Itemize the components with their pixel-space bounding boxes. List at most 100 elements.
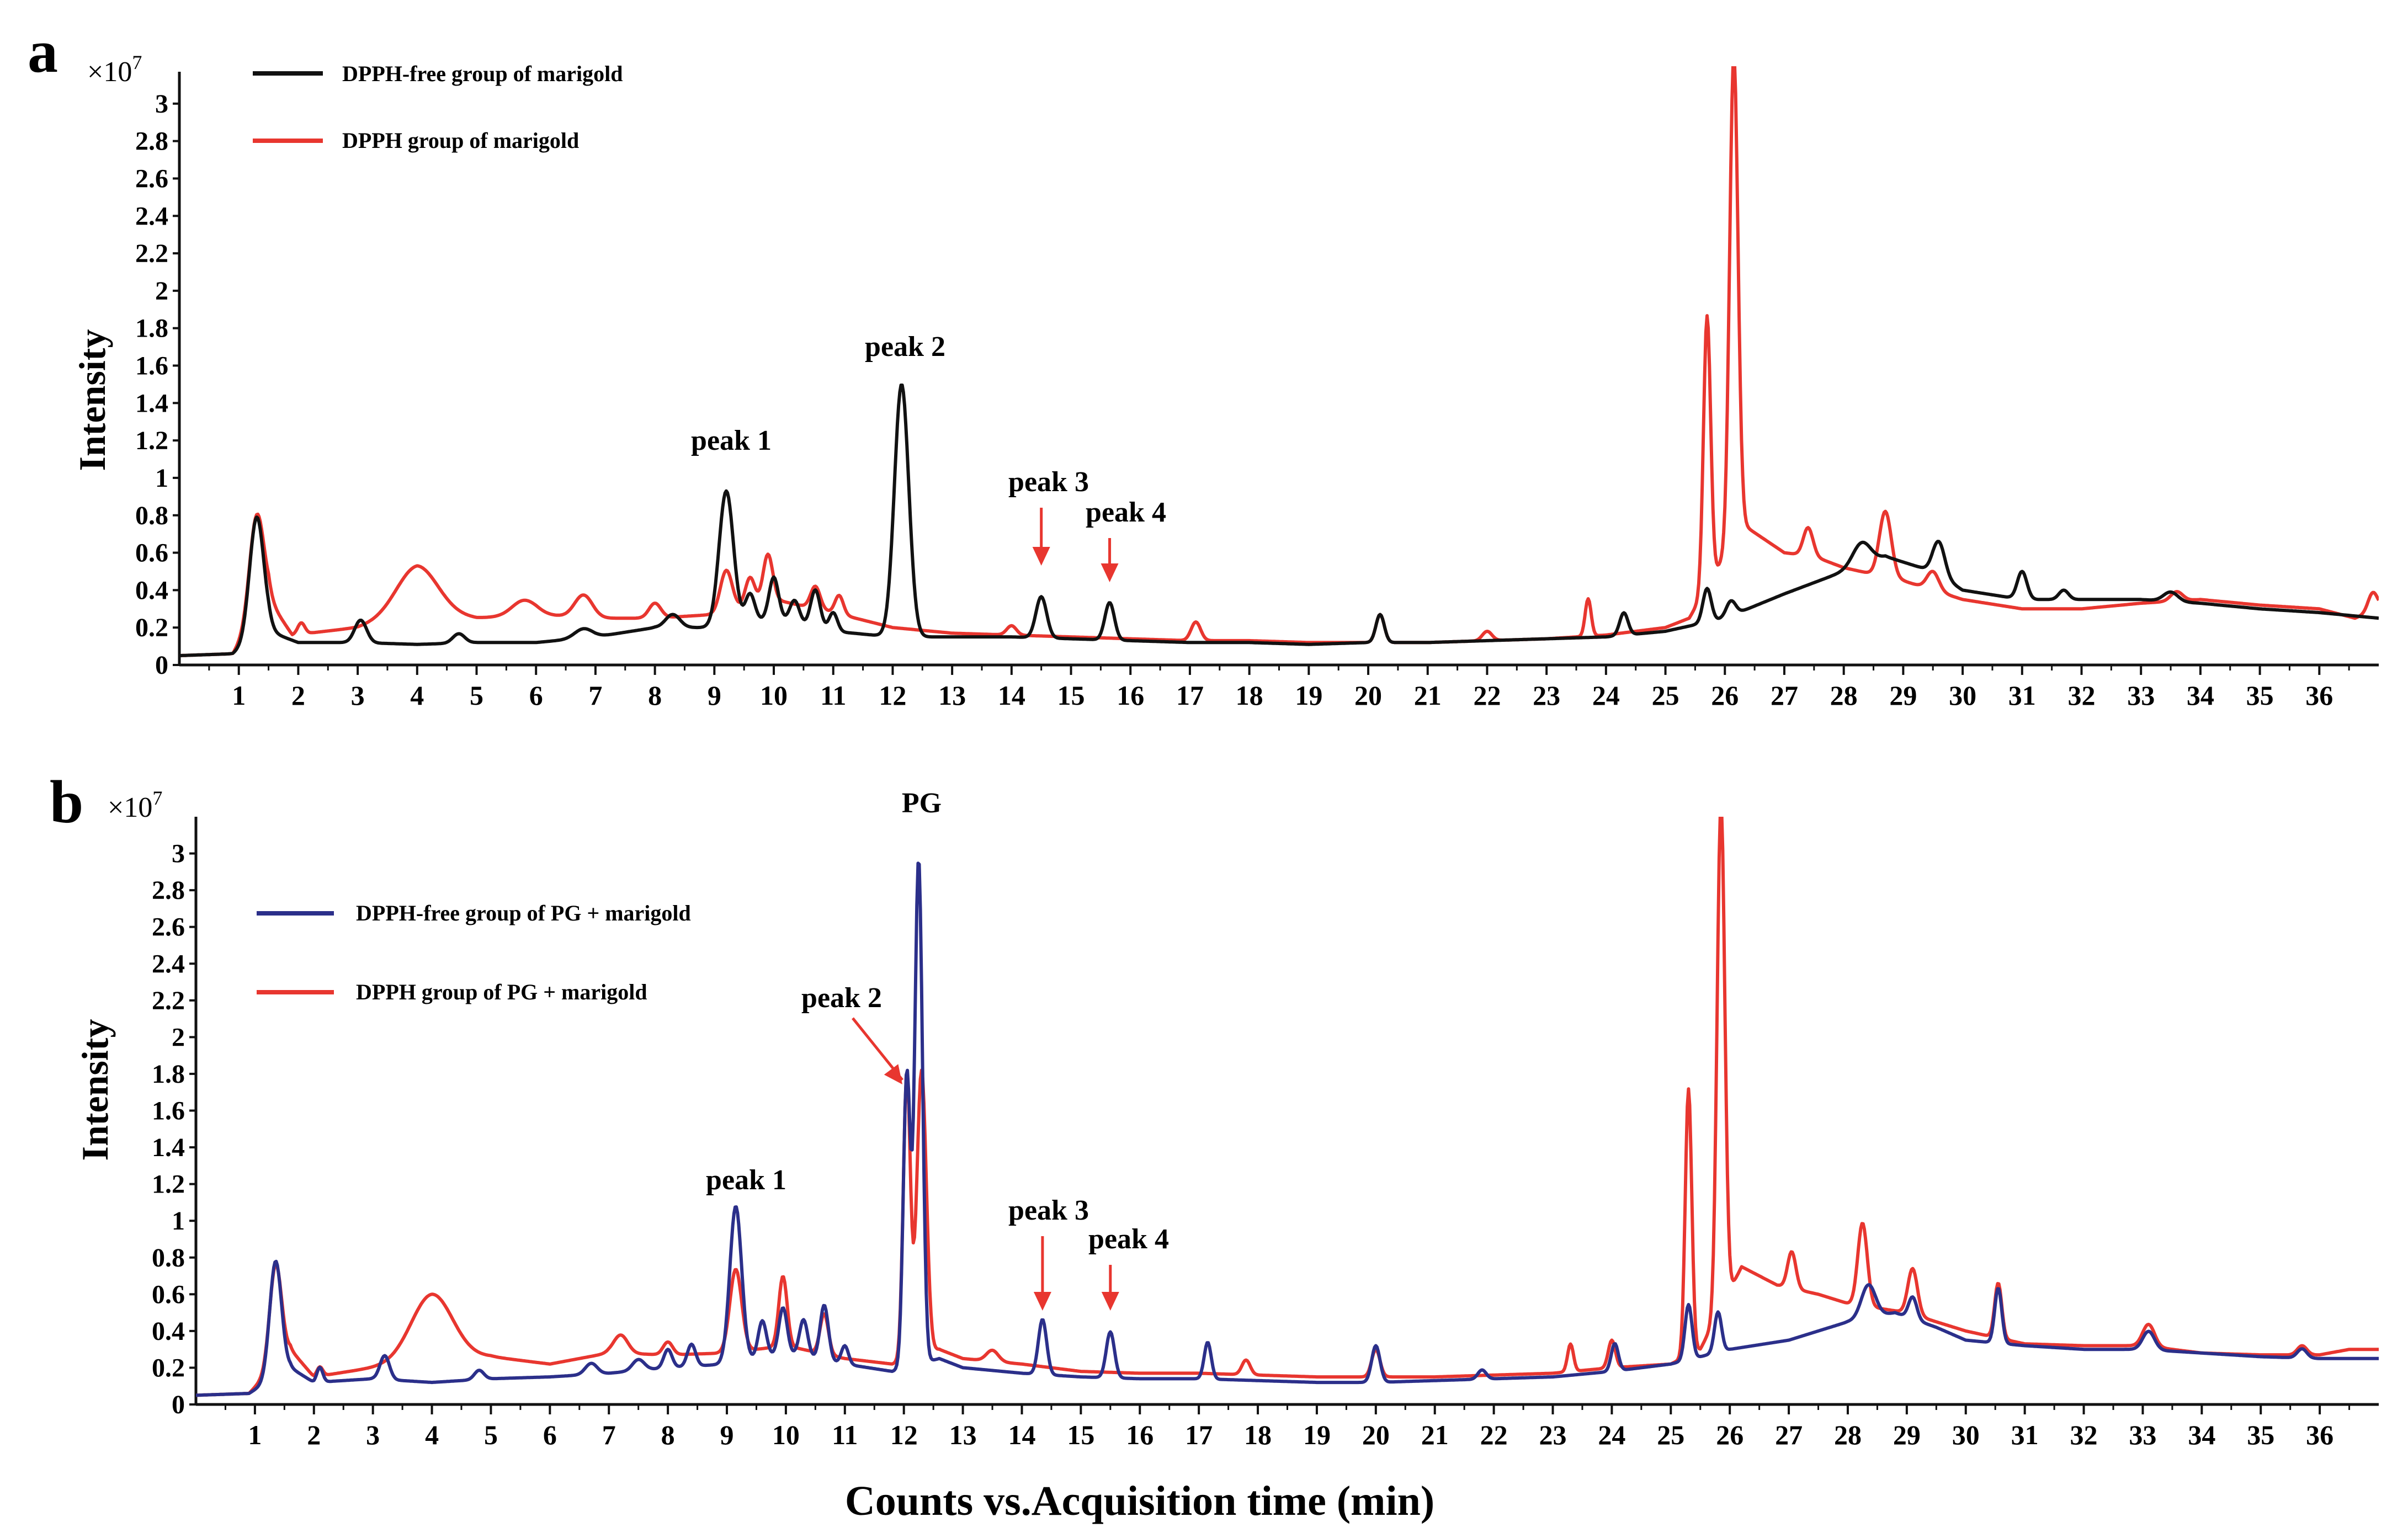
y-tick-label: 0.8 [152, 1243, 185, 1273]
x-tick-label: 9 [708, 680, 721, 711]
x-tick-label: 27 [1775, 1419, 1803, 1450]
x-tick-label: 18 [1244, 1419, 1272, 1450]
peak-arrow-head [1101, 1292, 1119, 1311]
x-tick-label: 17 [1185, 1419, 1213, 1450]
peak-label: peak 4 [1086, 497, 1166, 528]
x-tick-label: 29 [1889, 680, 1917, 711]
peak-label: peak 4 [1088, 1223, 1169, 1255]
y-tick-label: 2.6 [152, 913, 185, 942]
legend-label-dpph-free-marigold: DPPH-free group of marigold [342, 61, 623, 86]
x-tick-label: 22 [1473, 680, 1501, 711]
x-tick-label: 14 [1008, 1419, 1035, 1450]
series-line-dpph-free-marigold [179, 384, 2379, 657]
x-tick-label: 12 [879, 680, 906, 711]
y-scale-factor-b: ×107 [108, 787, 162, 823]
x-tick-label: 24 [1598, 1419, 1625, 1450]
x-tick-label: 7 [602, 1419, 616, 1450]
y-tick-label: 2.2 [152, 986, 185, 1015]
x-tick-label: 2 [291, 680, 305, 711]
y-tick-label: 0.6 [152, 1280, 185, 1309]
x-tick-label: 36 [2306, 1419, 2333, 1450]
x-tick-label: 5 [484, 1419, 498, 1450]
peak-arrow-head [1032, 547, 1050, 566]
y-axis-ticks-b: 0 0.2 0.4 0.6 0.8 1 1.2 1.4 1.6 1.8 2 2.2 2.4 2.6 2.8 3 [152, 839, 196, 1419]
legend-label-dpph-pg-marigold: DPPH group of PG + marigold [356, 980, 647, 1004]
x-tick-label: 11 [832, 1419, 858, 1450]
y-scale-base-a: ×10 [87, 56, 132, 88]
x-tick-label: 25 [1652, 680, 1679, 711]
y-scale-base-b: ×10 [108, 792, 152, 823]
y-tick-label: 0.2 [152, 1353, 185, 1382]
y-tick-label: 0.2 [135, 613, 168, 642]
y-tick-label: 0.6 [135, 539, 168, 568]
x-tick-label: 9 [720, 1419, 734, 1450]
y-tick-label: 0 [155, 651, 168, 680]
x-tick-label: 3 [366, 1419, 380, 1450]
y-tick-label: 2 [155, 276, 168, 306]
x-tick-label: 26 [1716, 1419, 1743, 1450]
x-tick-label: 32 [2070, 1419, 2098, 1450]
y-axis-ticks-a: 0 0.2 0.4 0.6 0.8 1 1.2 1.4 1.6 1.8 2 2.2 2.4 2.6 2.8 3 [135, 89, 179, 680]
y-tick-label: 1 [155, 464, 168, 493]
y-tick-label: 0.4 [135, 576, 168, 605]
x-tick-label: 5 [470, 680, 483, 711]
x-tick-label: 34 [2188, 1419, 2215, 1450]
x-tick-label: 30 [1952, 1419, 1980, 1450]
x-tick-label: 6 [529, 680, 543, 711]
panel-letter-b: b [50, 768, 83, 835]
y-tick-label: 2.8 [135, 127, 168, 156]
x-tick-label: 25 [1657, 1419, 1684, 1450]
peak-arrow-head [1101, 563, 1119, 582]
x-tick-label: 31 [2008, 680, 2036, 711]
x-tick-label: 10 [772, 1419, 800, 1450]
x-tick-label: 1 [248, 1419, 262, 1450]
y-tick-label: 1.4 [152, 1133, 185, 1162]
y-tick-label: 1.6 [135, 352, 168, 381]
x-tick-label: 26 [1711, 680, 1739, 711]
chromatogram-panel-b: b ×107 Intensity 00.20.40.60.811.21.41.6… [50, 768, 2379, 1450]
series-line-dpph-marigold [179, 66, 2379, 657]
y-tick-label: 0 [172, 1390, 185, 1419]
x-tick-label: 34 [2187, 680, 2214, 711]
y-tick-label: 1.4 [135, 389, 168, 418]
x-tick-label: 4 [425, 1419, 439, 1450]
x-tick-label: 33 [2129, 1419, 2156, 1450]
y-tick-label: 1.8 [152, 1060, 185, 1089]
x-tick-label: 30 [1949, 680, 1976, 711]
x-tick-label: 7 [588, 680, 602, 711]
x-tick-label: 27 [1771, 680, 1798, 711]
peak-label: peak 1 [706, 1164, 786, 1196]
y-tick-label: 3 [172, 839, 185, 869]
x-tick-label: 6 [543, 1419, 557, 1450]
x-tick-label: 3 [351, 680, 365, 711]
y-tick-label: 1 [172, 1206, 185, 1236]
y-tick-label: 2.4 [152, 949, 185, 978]
x-tick-label: 16 [1126, 1419, 1153, 1450]
x-axis-title: Counts vs.Acquisition time (min) [845, 1478, 1434, 1524]
y-tick-label: 1.8 [135, 314, 168, 343]
x-tick-label: 35 [2246, 680, 2274, 711]
peak-label: PG [902, 787, 942, 819]
x-tick-label: 28 [1834, 1419, 1862, 1450]
x-tick-label: 2 [307, 1419, 321, 1450]
y-tick-label: 2 [172, 1023, 185, 1052]
series-line-dpph-free-pg-marigold [196, 861, 2379, 1397]
legend-label-dpph-marigold: DPPH group of marigold [342, 128, 579, 153]
peak-label: peak 3 [1008, 1195, 1089, 1226]
y-axis-label-b: Intensity [74, 1019, 116, 1161]
x-tick-label: 20 [1362, 1419, 1390, 1450]
x-tick-label: 23 [1533, 680, 1560, 711]
y-tick-label: 1.6 [152, 1097, 185, 1126]
x-tick-label: 28 [1830, 680, 1858, 711]
x-tick-label: 17 [1176, 680, 1204, 711]
x-tick-label: 19 [1295, 680, 1322, 711]
x-tick-label: 23 [1539, 1419, 1567, 1450]
x-tick-label: 14 [998, 680, 1025, 711]
x-tick-label: 20 [1354, 680, 1382, 711]
x-tick-label: 33 [2127, 680, 2155, 711]
x-tick-label: 21 [1414, 680, 1442, 711]
x-tick-label: 10 [760, 680, 788, 711]
x-tick-label: 29 [1893, 1419, 1921, 1450]
y-tick-label: 2.2 [135, 239, 168, 268]
